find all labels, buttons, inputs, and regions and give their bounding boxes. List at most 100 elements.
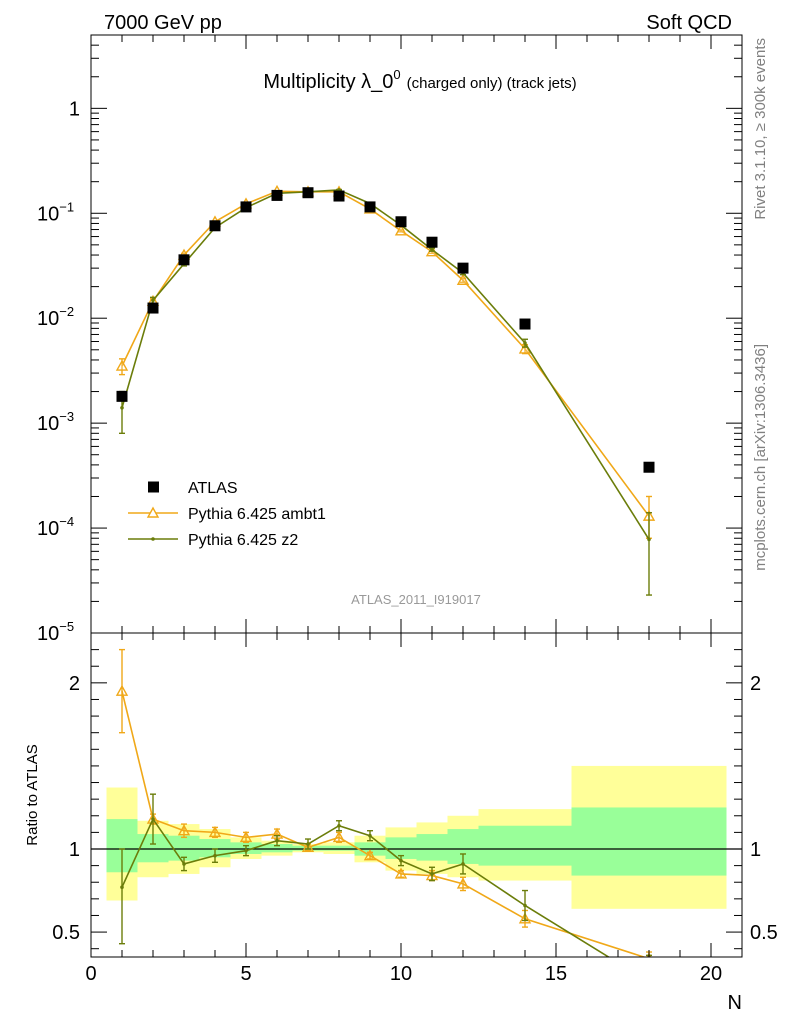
atlas-point	[426, 236, 438, 248]
xtick-label: 20	[700, 963, 722, 985]
legend-label: Pythia 6.425 ambt1	[188, 506, 326, 523]
atlas-point	[147, 302, 159, 314]
side-text-rivet: Rivet 3.1.10, ≥ 300k events	[752, 38, 769, 220]
ratio-ytick-label-left: 1	[69, 839, 80, 861]
ytick-base: 10	[37, 308, 59, 330]
main-ytick-label: 10−3	[37, 409, 74, 435]
z2-point	[647, 537, 651, 542]
legend: ATLAS Pythia 6.425 ambt1 Pythia 6.425 z2	[128, 480, 326, 549]
atlas-point	[271, 189, 283, 201]
main-ytick-label: 10−4	[37, 514, 74, 540]
z2-ratio-point	[430, 872, 434, 876]
ratio-ytick-label-right: 2	[750, 673, 761, 695]
header-left: 7000 GeV pp	[104, 12, 222, 34]
z2-ratio-point	[461, 862, 465, 866]
ratio-ylabel: Ratio to ATLAS	[24, 744, 41, 845]
atlas-point	[178, 254, 190, 266]
ytick-exponent: −1	[59, 199, 74, 214]
ytick-exponent: −2	[59, 304, 74, 319]
header-right: Soft QCD	[646, 12, 732, 34]
title-superscript: 0	[393, 67, 400, 82]
ambt1-ratio-point	[115, 684, 129, 696]
ambt1-ratio-point	[177, 824, 191, 836]
atlas-point	[519, 318, 531, 330]
title-small: (charged only) (track jets)	[407, 75, 577, 92]
legend-label: ATLAS	[188, 480, 238, 497]
ambt1-point	[394, 224, 408, 236]
ambt1-ratio-line	[121, 690, 647, 957]
atlas-point	[643, 461, 655, 473]
z2-point	[151, 298, 155, 303]
main-ytick-label: 10−5	[37, 619, 74, 645]
ratio-band-inner	[199, 839, 231, 858]
ratio-ytick-label-right: 1	[750, 839, 761, 861]
z2-ratio-point	[523, 903, 527, 908]
z2-ratio-line	[121, 817, 611, 957]
ratio-frame	[90, 632, 743, 958]
ambt1-ratio-point	[394, 867, 408, 879]
z2-ratio-point	[647, 980, 651, 984]
ytick-exponent: −4	[59, 514, 74, 529]
main-ytick-label: 1	[69, 98, 80, 120]
atlas-point	[240, 201, 252, 213]
ratio-band-inner	[478, 825, 572, 866]
ratio-band-inner	[323, 845, 355, 851]
ratio-band-inner	[571, 807, 727, 876]
ratio-ytick-label-left: 0.5	[52, 922, 80, 944]
side-text-mcplots: mcplots.cern.ch [arXiv:1306.3436]	[752, 344, 769, 571]
ambt1-ratio-point	[332, 830, 346, 843]
z2-point	[523, 341, 527, 345]
atlas-point	[457, 262, 469, 274]
legend-z2-marker	[151, 537, 155, 541]
ambt1-ratio-point	[518, 912, 532, 924]
main-panel: 110−110−210−310−410−5 Multiplicity λ_00(…	[37, 34, 743, 645]
xtick-label: 5	[240, 963, 251, 985]
z2-ratio-point	[368, 833, 372, 838]
main-title: Multiplicity λ_00 (charged only) (track j…	[263, 67, 576, 93]
legend-label: Pythia 6.425 z2	[188, 532, 298, 549]
x-axis-label: N	[728, 992, 742, 1014]
z2-ratio-point	[151, 817, 155, 821]
z2-point	[430, 247, 434, 252]
z2-ratio-point	[399, 858, 403, 863]
ytick-base: 10	[37, 623, 59, 645]
ambt1-ratio-point	[301, 840, 315, 853]
ambt1-ratio-point	[239, 830, 253, 843]
z2-ratio-point	[337, 823, 341, 828]
legend-atlas-marker	[148, 481, 159, 493]
ratio-ytick-label-right: 0.5	[750, 922, 778, 944]
xtick-label: 15	[545, 963, 567, 985]
z2-point	[120, 406, 124, 410]
z2-ratio-point	[275, 838, 279, 843]
ratio-panel: 0.5 0.51 12 20 5 10 15 20 Ratio to ATLAS N	[24, 632, 778, 1014]
main-ytick-label: 10−2	[37, 304, 74, 330]
ratio-band-inner	[416, 834, 448, 861]
atlas-point	[364, 201, 376, 213]
atlas-point	[209, 220, 221, 232]
ytick-base: 10	[37, 518, 59, 540]
xtick-label: 10	[390, 963, 412, 985]
ratio-ytick-label-left: 2	[69, 673, 80, 695]
atlas-point	[395, 216, 407, 228]
xtick-label: 0	[85, 963, 96, 985]
ambt1-line	[121, 190, 650, 517]
ytick-base: 10	[37, 413, 59, 435]
z2-ratio-point	[213, 853, 217, 858]
ambt1-ratio-point	[363, 849, 377, 861]
ambt1-point	[115, 359, 129, 371]
analysis-label: ATLAS_2011_I919017	[351, 592, 481, 607]
main-ytick-label: 10−1	[37, 199, 74, 225]
ytick-base: 10	[37, 203, 59, 225]
legend-ambt1-marker	[146, 506, 160, 518]
ambt1-ratio-point	[456, 877, 470, 889]
ytick-exponent: −5	[59, 619, 74, 634]
ambt1-point	[456, 273, 470, 285]
ratio-band-inner	[261, 844, 293, 853]
ytick-exponent: −3	[59, 409, 74, 424]
z2-ratio-point	[244, 848, 248, 853]
z2-ratio-point	[120, 885, 124, 890]
z2-ratio-point	[182, 862, 186, 866]
atlas-point	[116, 390, 128, 402]
atlas-point	[333, 190, 345, 202]
